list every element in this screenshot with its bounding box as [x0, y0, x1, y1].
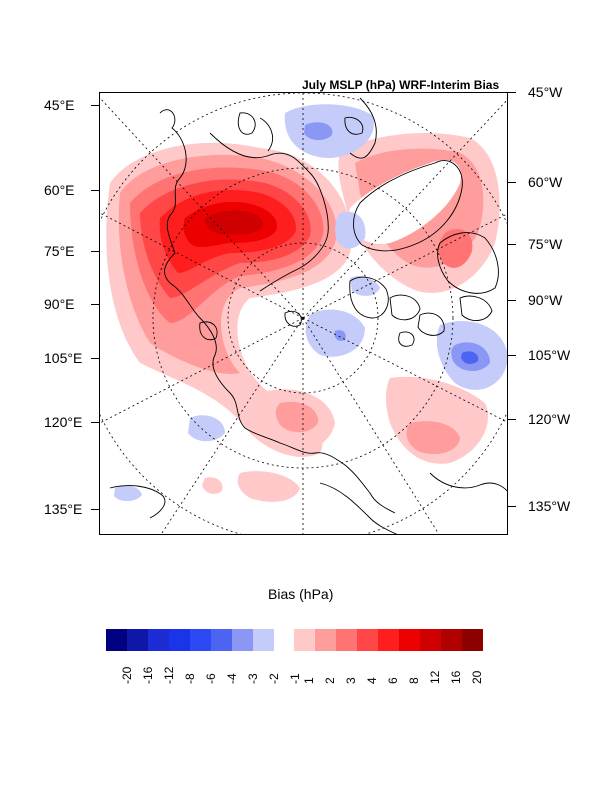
left-tick: [91, 358, 99, 359]
left-tick: [91, 190, 99, 191]
colorbar-swatch-negative: [232, 629, 253, 651]
colorbar-swatch-positive: [294, 629, 315, 651]
colorbar-tick-label: 12: [428, 670, 442, 684]
right-axis-label: 75°W: [528, 236, 563, 252]
colorbar-swatch-positive: [462, 629, 483, 651]
colorbar-tick-label: -6: [204, 673, 218, 684]
colorbar-tick-label: 6: [386, 677, 400, 684]
bias-map: [100, 93, 507, 534]
right-tick: [508, 244, 516, 245]
colorbar-tick-label: -3: [246, 673, 260, 684]
right-tick: [508, 182, 516, 183]
right-axis-label: 45°W: [528, 84, 563, 100]
left-axis-label: 135°E: [44, 501, 83, 517]
left-axis-label: 45°E: [44, 97, 75, 113]
colorbar-swatch-positive: [336, 629, 357, 651]
colorbar-tick-label: 3: [344, 677, 358, 684]
colorbar-tick-label: 16: [449, 670, 463, 684]
colorbar-swatch-negative: [253, 629, 274, 651]
left-axis-label: 60°E: [44, 182, 75, 198]
colorbar-tick-label: 8: [407, 677, 421, 684]
colorbar-swatch-positive: [378, 629, 399, 651]
right-axis-label: 135°W: [528, 498, 571, 514]
colorbar-swatch-positive: [315, 629, 336, 651]
colorbar-swatch-negative: [169, 629, 190, 651]
left-axis-label: 75°E: [44, 243, 75, 259]
left-axis-label: 105°E: [44, 350, 83, 366]
colorbar-swatch-negative: [211, 629, 232, 651]
left-axis-label: 90°E: [44, 296, 75, 312]
colorbar-swatch-negative: [106, 629, 127, 651]
coastlines: [109, 97, 507, 534]
right-tick: [508, 506, 516, 507]
colorbar-tick-label: -4: [225, 673, 239, 684]
colorbar-swatch-positive: [357, 629, 378, 651]
right-tick: [508, 300, 516, 301]
left-axis-label: 120°E: [44, 414, 83, 430]
right-axis-label: 120°W: [528, 411, 571, 427]
left-tick: [91, 422, 99, 423]
colorbar-tick-label: -20: [120, 666, 134, 684]
right-tick: [508, 355, 516, 356]
colorbar-tick-label: -16: [141, 666, 155, 684]
left-tick: [91, 304, 99, 305]
right-tick: [508, 92, 516, 93]
right-axis-label: 60°W: [528, 174, 563, 190]
map-panel: [99, 92, 508, 535]
colorbar-tick-label: 20: [470, 670, 484, 684]
colorbar-tick-label: -12: [162, 666, 176, 684]
colorbar-swatch-positive: [399, 629, 420, 651]
map-graticule: [100, 93, 507, 534]
colorbar-swatch-negative: [127, 629, 148, 651]
colorbar-swatch-positive: [441, 629, 462, 651]
colorbar-tick-label: -8: [183, 673, 197, 684]
map-title: July MSLP (hPa) WRF-Interim Bias: [302, 78, 500, 92]
colorbar-tick-label: -1: [288, 673, 302, 684]
right-tick: [508, 419, 516, 420]
colorbar-title: Bias (hPa): [268, 586, 334, 602]
left-tick: [91, 251, 99, 252]
right-axis-label: 90°W: [528, 292, 563, 308]
right-axis-label: 105°W: [528, 347, 571, 363]
colorbar-tick-label: 1: [302, 677, 316, 684]
colorbar-swatch-positive: [420, 629, 441, 651]
colorbar-swatch-negative: [148, 629, 169, 651]
left-tick: [91, 105, 99, 106]
colorbar-tick-label: 2: [323, 677, 337, 684]
left-tick: [91, 509, 99, 510]
colorbar-tick-label: 4: [365, 677, 379, 684]
colorbar-swatch-negative: [190, 629, 211, 651]
colorbar-tick-label: -2: [267, 673, 281, 684]
greenland-interior: [349, 159, 461, 244]
